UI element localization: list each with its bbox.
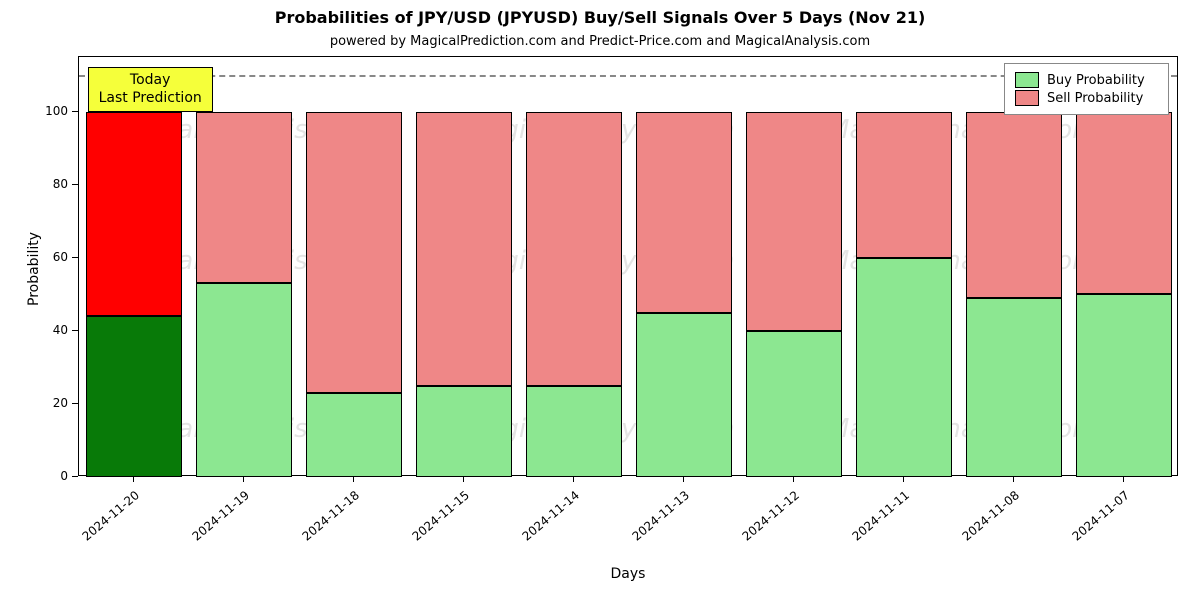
chart-subtitle: powered by MagicalPrediction.com and Pre… (0, 34, 1200, 49)
ytick-mark (72, 330, 78, 331)
bar-buy (746, 331, 843, 477)
xtick-label: 2024-11-13 (606, 488, 692, 563)
ytick-label: 60 (38, 250, 68, 264)
legend-item: Sell Probability (1015, 90, 1158, 106)
bar-buy (196, 283, 293, 477)
ytick-mark (72, 257, 78, 258)
xtick-mark (1013, 476, 1014, 482)
xtick-mark (133, 476, 134, 482)
ytick-label: 100 (38, 104, 68, 118)
bar-sell (416, 112, 513, 386)
ytick-label: 0 (38, 469, 68, 483)
ytick-mark (72, 184, 78, 185)
xtick-label: 2024-11-08 (936, 488, 1022, 563)
x-axis-label: Days (78, 566, 1178, 582)
xtick-mark (573, 476, 574, 482)
bar-buy (1076, 294, 1173, 477)
bar-buy (966, 298, 1063, 477)
bar-sell (966, 112, 1063, 298)
xtick-label: 2024-11-12 (716, 488, 802, 563)
bar-buy (636, 313, 733, 477)
ytick-mark (72, 111, 78, 112)
ytick-mark (72, 403, 78, 404)
xtick-mark (1123, 476, 1124, 482)
bar-sell (196, 112, 293, 284)
xtick-mark (683, 476, 684, 482)
legend-label: Sell Probability (1047, 91, 1143, 106)
xtick-label: 2024-11-07 (1046, 488, 1132, 563)
ytick-mark (72, 476, 78, 477)
bar-buy (86, 316, 183, 477)
legend-item: Buy Probability (1015, 72, 1158, 88)
bar-buy (306, 393, 403, 477)
xtick-label: 2024-11-18 (276, 488, 362, 563)
bar-sell (306, 112, 403, 393)
xtick-label: 2024-11-15 (386, 488, 472, 563)
today-annotation-line2: Last Prediction (99, 90, 202, 108)
chart-title: Probabilities of JPY/USD (JPYUSD) Buy/Se… (0, 8, 1200, 27)
xtick-mark (353, 476, 354, 482)
legend: Buy Probability Sell Probability (1004, 63, 1169, 115)
plot-area: MagicalAnalysis.comMagicalAnalysis.comMa… (78, 56, 1178, 476)
ytick-label: 20 (38, 396, 68, 410)
bar-buy (416, 386, 513, 477)
ytick-label: 80 (38, 177, 68, 191)
bar-sell (526, 112, 623, 386)
ytick-label: 40 (38, 323, 68, 337)
xtick-mark (903, 476, 904, 482)
legend-swatch (1015, 72, 1039, 88)
xtick-label: 2024-11-19 (166, 488, 252, 563)
xtick-label: 2024-11-11 (826, 488, 912, 563)
legend-label: Buy Probability (1047, 73, 1145, 88)
xtick-label: 2024-11-20 (56, 488, 142, 563)
xtick-label: 2024-11-14 (496, 488, 582, 563)
bar-sell (746, 112, 843, 331)
bar-sell (1076, 112, 1173, 295)
y-axis-label: Probability (26, 232, 42, 306)
bar-sell (86, 112, 183, 317)
xtick-mark (793, 476, 794, 482)
figure: Probabilities of JPY/USD (JPYUSD) Buy/Se… (0, 0, 1200, 600)
xtick-mark (463, 476, 464, 482)
xtick-mark (243, 476, 244, 482)
bar-sell (856, 112, 953, 258)
bar-buy (526, 386, 623, 477)
today-annotation: Today Last Prediction (88, 67, 213, 112)
bar-sell (636, 112, 733, 313)
today-annotation-line1: Today (99, 72, 202, 90)
bar-buy (856, 258, 953, 477)
legend-swatch (1015, 90, 1039, 106)
